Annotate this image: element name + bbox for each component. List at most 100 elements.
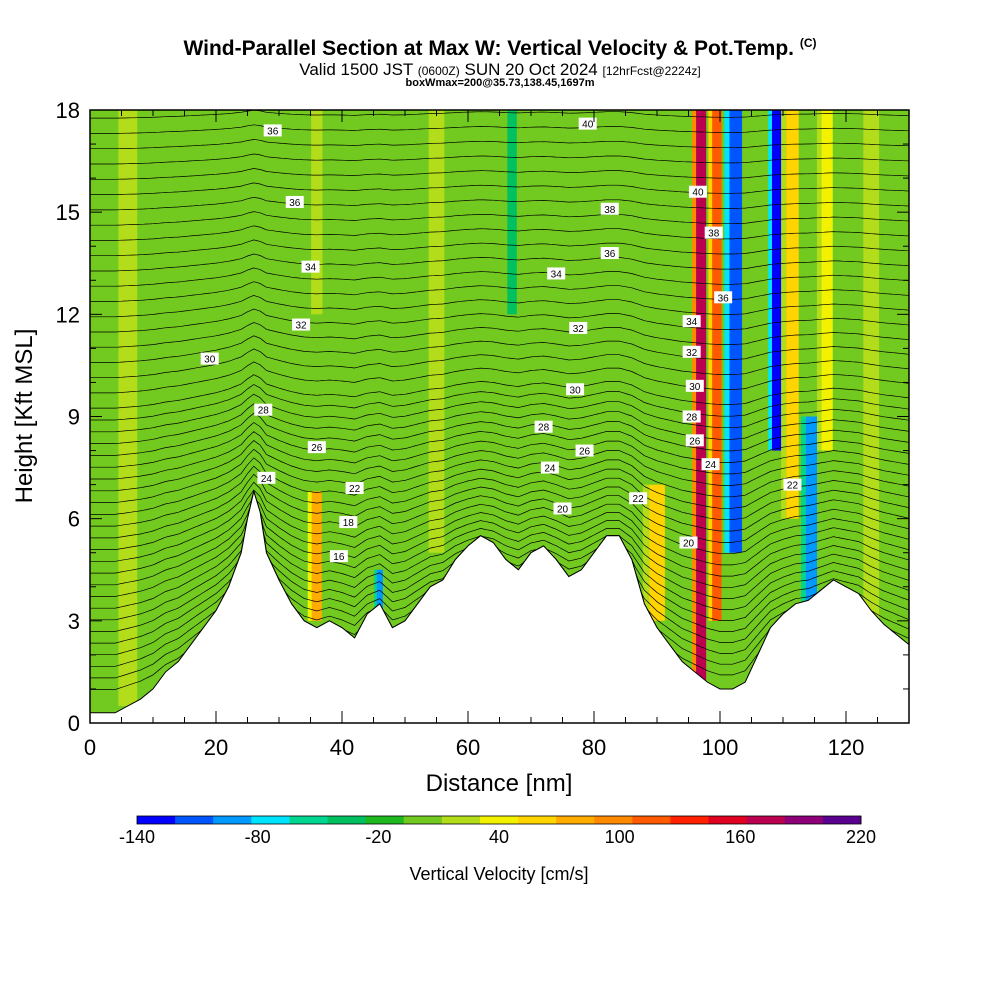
svg-text:22: 22	[349, 484, 361, 495]
isentrope-label-6: 26	[307, 441, 326, 454]
isentrope-line-27	[90, 335, 909, 363]
isentrope-label-21: 20	[553, 502, 572, 515]
svg-text:32: 32	[295, 321, 307, 332]
isentrope-label-4: 30	[200, 352, 219, 366]
y-tick-label-3: 9	[68, 405, 80, 430]
y-tick-label-0: 0	[68, 711, 80, 736]
w-feature-edge-1	[708, 110, 713, 621]
isentrope-line-19	[90, 422, 909, 468]
terrain	[90, 489, 909, 723]
isentrope-line-30	[90, 295, 909, 318]
svg-text:28: 28	[538, 423, 550, 434]
colorbar-swatch-9	[479, 816, 519, 824]
w-feature-6	[805, 416, 818, 604]
w-feature-edge-4	[781, 110, 787, 519]
isentrope-line-32	[90, 267, 909, 287]
isentrope-line-9	[90, 490, 909, 586]
isentrope-line-23	[90, 384, 909, 421]
colorbar-frame	[136, 815, 862, 825]
x-tick-label-6: 120	[828, 735, 865, 760]
svg-text:32: 32	[573, 324, 585, 335]
y-tick-label-1: 3	[68, 609, 80, 634]
colorbar-swatch-15	[708, 816, 748, 824]
colorbar-tick-4: 100	[605, 827, 635, 847]
y-axis: 0 36 9 12 15 18	[56, 98, 909, 736]
plot-area	[90, 110, 909, 723]
isentrope-line-42	[90, 124, 909, 134]
w-feature-7	[649, 484, 665, 621]
valid-zulu: (0600Z)	[417, 64, 460, 78]
w-feature-1	[712, 110, 722, 621]
colorbar-tick-3: 40	[489, 827, 509, 847]
isentrope-line-14	[90, 465, 909, 527]
isentrope-label-31: 22	[783, 478, 802, 492]
colorbar-swatch-17	[784, 816, 824, 824]
svg-text:36: 36	[267, 126, 279, 137]
isentrope-label-2: 34	[301, 260, 320, 274]
y-tick-label-5: 15	[56, 200, 80, 225]
w-feature-9	[311, 110, 323, 315]
isentrope-label-22: 40	[688, 185, 707, 199]
svg-text:24: 24	[544, 464, 556, 475]
colorbar-swatch-5	[327, 816, 367, 824]
isentrope-label-9: 18	[339, 516, 358, 529]
x-tick-label-3: 60	[456, 735, 480, 760]
chart-subtitle: Valid 1500 JST (0600Z) SUN 20 Oct 2024 […	[0, 60, 1000, 80]
svg-text:34: 34	[686, 317, 698, 328]
colorbar-swatch-16	[746, 816, 786, 824]
isentrope-line-17	[90, 440, 909, 492]
w-feature-16	[863, 110, 880, 621]
w-feature-10	[376, 569, 383, 621]
colorbar-swatch-11	[556, 816, 595, 824]
isentrope-line-21	[90, 403, 909, 444]
x-tick-label-1: 20	[204, 735, 228, 760]
x-tick-label-0: 0	[84, 735, 96, 760]
isentrope-line-11	[90, 489, 909, 562]
copyright-mark: (C)	[799, 36, 817, 50]
y-tick-label-4: 12	[56, 302, 80, 327]
svg-text:30: 30	[204, 355, 216, 366]
isentrope-label-10: 16	[329, 550, 348, 563]
isentrope-line-38	[90, 182, 909, 195]
isentrope-line-13	[90, 473, 909, 539]
chart-title: Wind-Parallel Section at Max W: Vertical…	[0, 36, 1000, 61]
isentrope-line-40	[90, 153, 909, 165]
w-feature-11	[507, 110, 517, 315]
isentrope-line-6	[90, 490, 909, 621]
svg-text:38: 38	[708, 229, 720, 240]
svg-text:18: 18	[343, 518, 355, 529]
isentrope-label-14: 34	[547, 267, 566, 280]
w-feature-edge-5	[816, 110, 822, 451]
isentrope-label-23: 38	[704, 226, 723, 240]
isentrope-line-37	[90, 196, 909, 211]
svg-text:22: 22	[633, 494, 645, 505]
svg-text:16: 16	[333, 552, 345, 563]
isentrope-line-16	[90, 448, 909, 503]
w-feature-2	[729, 110, 743, 553]
isentrope-line-12	[90, 481, 909, 550]
svg-text:40: 40	[692, 188, 704, 199]
w-feature-4	[786, 110, 799, 519]
x-tick-label-2: 40	[330, 735, 354, 760]
svg-text:28: 28	[258, 406, 270, 417]
isentrope-line-34	[90, 239, 909, 257]
svg-text:36: 36	[718, 293, 730, 304]
isentrope-label-7: 24	[257, 471, 276, 485]
colorbar-swatch-1	[175, 816, 214, 824]
colorbar-swatch-6	[365, 816, 405, 824]
isentrope-label-1: 36	[285, 195, 304, 209]
colorbar-swatch-13	[632, 816, 671, 824]
isentrope-line-24	[90, 374, 909, 409]
colorbar-tick-2: -20	[365, 827, 391, 847]
w-feature-edge-10	[374, 569, 377, 621]
isentrope-label-30: 24	[701, 458, 720, 471]
isentrope-label-19: 24	[540, 461, 559, 475]
svg-text:24: 24	[261, 474, 273, 485]
isentrope-label-24: 36	[714, 291, 733, 304]
isentrope-line-26	[90, 348, 909, 379]
svg-text:34: 34	[551, 269, 563, 280]
valid-time: Valid 1500 JST	[299, 60, 413, 79]
x-axis: 0 20 40 60 80 100 120	[84, 110, 910, 760]
isentrope-label-16: 30	[566, 383, 585, 396]
w-feature-edge-7	[642, 484, 650, 621]
